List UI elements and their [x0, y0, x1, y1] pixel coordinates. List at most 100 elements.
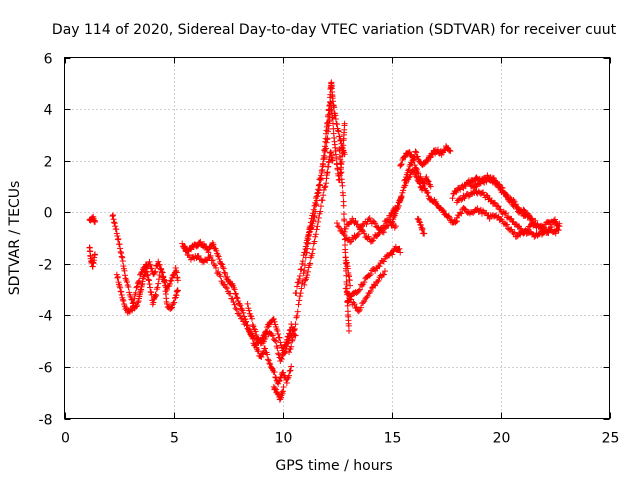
data-point	[417, 222, 424, 229]
data-point	[298, 266, 305, 273]
x-tick-label: 25	[602, 431, 620, 447]
data-point	[408, 153, 415, 160]
y-axis: -8 -6 -4 -2 0 2 4 6	[39, 52, 610, 429]
data-point	[312, 199, 319, 206]
data-point	[279, 347, 286, 354]
data-point	[531, 233, 538, 240]
data-point	[92, 251, 99, 258]
data-point	[326, 116, 333, 123]
data-point	[171, 295, 178, 302]
data-point	[292, 321, 299, 328]
data-point	[317, 208, 324, 215]
data-point	[329, 156, 336, 163]
data-point	[324, 135, 331, 142]
data-point	[339, 182, 346, 189]
plot-frame	[64, 57, 610, 419]
data-point	[470, 209, 477, 216]
data-point	[395, 203, 402, 210]
data-point	[555, 227, 562, 234]
data-point	[345, 327, 352, 334]
data-point	[221, 281, 228, 288]
y-tick-label: -2	[39, 258, 53, 274]
data-point	[372, 220, 379, 227]
data-point	[340, 192, 347, 199]
data-point	[334, 220, 340, 227]
x-tick-label: 0	[61, 431, 70, 447]
data-point	[427, 183, 434, 190]
data-point	[452, 219, 459, 226]
data-point	[119, 296, 126, 303]
data-point	[372, 282, 379, 289]
data-point	[222, 284, 229, 291]
data-point	[502, 210, 509, 217]
data-point	[231, 301, 238, 308]
data-point	[288, 363, 295, 370]
data-point	[335, 128, 342, 135]
data-point	[480, 189, 487, 196]
data-point	[318, 203, 325, 210]
data-point	[402, 153, 409, 160]
data-point	[300, 252, 307, 259]
data-point	[133, 284, 140, 291]
data-point	[160, 273, 167, 280]
data-point	[232, 305, 239, 312]
data-point	[342, 285, 349, 292]
data-point	[276, 334, 283, 341]
data-point	[238, 306, 245, 313]
data-point	[354, 231, 361, 238]
data-point	[289, 336, 296, 343]
data-point	[496, 181, 503, 188]
data-point	[215, 253, 222, 260]
data-point	[424, 189, 431, 196]
data-point	[315, 218, 322, 225]
data-point	[425, 178, 432, 185]
data-point	[275, 350, 282, 357]
data-point	[396, 245, 403, 252]
data-point	[304, 272, 311, 279]
data-point	[122, 275, 129, 282]
data-point	[264, 351, 271, 358]
data-point	[307, 223, 314, 230]
data-point	[318, 172, 325, 179]
data-point	[113, 230, 120, 237]
data-point	[197, 238, 204, 245]
data-point	[311, 202, 318, 209]
data-point	[310, 210, 317, 217]
data-point	[148, 265, 155, 272]
data-point	[507, 195, 514, 202]
data-point	[301, 267, 308, 274]
data-point	[318, 168, 325, 175]
data-point	[220, 265, 227, 272]
data-point	[232, 291, 239, 298]
data-point	[269, 332, 276, 339]
data-point	[400, 187, 407, 194]
data-point	[111, 220, 118, 227]
data-point	[253, 331, 260, 338]
data-point	[183, 247, 190, 254]
data-point	[117, 248, 124, 255]
data-point	[114, 233, 121, 240]
data-point	[356, 286, 363, 293]
data-point	[341, 120, 348, 127]
data-point	[310, 246, 317, 253]
data-point	[271, 318, 278, 325]
data-point	[255, 348, 262, 355]
data-point	[332, 115, 339, 122]
data-point	[262, 329, 269, 336]
data-point	[270, 315, 277, 322]
data-point	[167, 278, 174, 285]
data-point	[341, 217, 348, 224]
y-tick-label: 0	[44, 206, 53, 222]
x-tick-label: 20	[493, 431, 511, 447]
data-point	[348, 296, 355, 303]
data-point	[117, 245, 124, 252]
data-point	[504, 221, 511, 228]
data-point	[416, 179, 423, 186]
data-point	[263, 328, 270, 335]
data-point	[286, 367, 293, 374]
data-point	[145, 277, 152, 284]
data-point	[347, 219, 354, 226]
data-point	[347, 282, 354, 289]
grid	[64, 57, 610, 419]
data-point	[296, 275, 303, 282]
